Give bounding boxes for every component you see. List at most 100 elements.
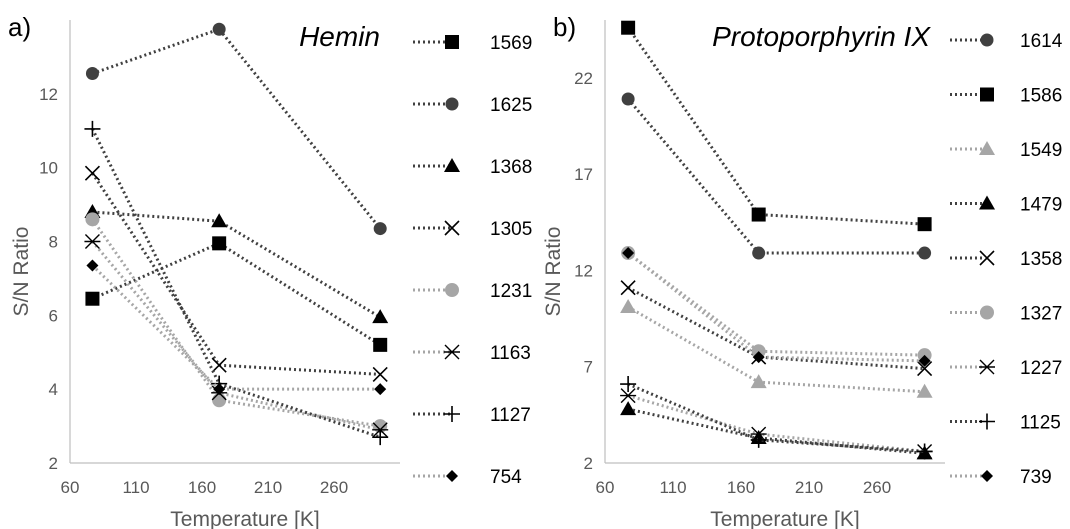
y-tick-label: 10 xyxy=(39,159,58,178)
data-point xyxy=(752,351,765,364)
data-point xyxy=(620,298,637,313)
series-1586 xyxy=(621,20,932,232)
legend-entry: 1305 xyxy=(413,219,532,240)
series-1327 xyxy=(621,246,932,363)
x-tick-label: 160 xyxy=(727,478,755,497)
legend-label: 1569 xyxy=(490,33,532,54)
x-tick-label: 60 xyxy=(61,478,80,497)
data-point xyxy=(751,207,766,222)
legend-entry: 1549 xyxy=(950,140,1062,161)
series-line xyxy=(627,286,925,371)
y-tick-label: 2 xyxy=(49,454,58,473)
data-point xyxy=(917,361,933,377)
series-line xyxy=(626,97,925,255)
legend-entry: 1614 xyxy=(950,31,1063,52)
y-tick-label: 7 xyxy=(584,358,593,377)
legend-entry: 1127 xyxy=(413,405,531,426)
series-line xyxy=(91,27,382,230)
legend-entry: 1586 xyxy=(950,86,1062,107)
x-axis-title: Temperature [K] xyxy=(710,508,859,529)
data-point xyxy=(86,259,99,272)
legend-entry: 1569 xyxy=(413,33,532,54)
legend-entry: 1358 xyxy=(950,249,1062,270)
legend-marker xyxy=(444,220,460,236)
y-tick-label: 6 xyxy=(49,306,58,325)
x-tick-label: 260 xyxy=(863,478,891,497)
series-1163 xyxy=(84,234,389,438)
data-point xyxy=(373,222,387,236)
legend-marker xyxy=(979,413,995,430)
series-line xyxy=(627,251,925,363)
panel-label: a) xyxy=(8,12,31,42)
series-line xyxy=(92,210,381,319)
y-tick-label: 17 xyxy=(574,165,593,184)
series-1305 xyxy=(84,165,388,382)
series-line xyxy=(91,241,381,347)
legend-entry: 754 xyxy=(413,467,522,488)
legend-marker xyxy=(979,359,995,375)
x-tick-label: 210 xyxy=(254,478,282,497)
series-1358 xyxy=(620,280,933,377)
legend-label: 754 xyxy=(490,467,522,488)
legend-marker xyxy=(445,283,459,297)
data-point xyxy=(918,246,932,260)
data-point xyxy=(750,374,767,389)
data-point xyxy=(372,366,388,382)
legend-marker xyxy=(980,87,994,102)
y-tick-label: 4 xyxy=(49,380,58,399)
data-point xyxy=(620,280,636,296)
y-tick-label: 8 xyxy=(49,233,58,252)
legend-marker xyxy=(981,470,993,482)
data-point xyxy=(212,236,227,251)
series-1614 xyxy=(621,92,932,260)
legend-marker xyxy=(445,97,459,111)
data-point xyxy=(621,92,635,106)
legend-entry: 1625 xyxy=(413,95,532,116)
data-point xyxy=(752,246,766,260)
legend-label: 1327 xyxy=(1020,304,1062,325)
series-line xyxy=(91,218,381,428)
legend-marker xyxy=(979,250,995,266)
series-1569 xyxy=(85,236,388,352)
y-tick-label: 12 xyxy=(574,261,593,280)
data-point xyxy=(85,291,100,306)
legend-label: 1614 xyxy=(1020,31,1063,52)
data-point xyxy=(213,383,226,396)
series-1368 xyxy=(84,203,389,324)
legend-label: 739 xyxy=(1020,467,1052,488)
x-tick-label: 210 xyxy=(795,478,823,497)
data-point xyxy=(917,217,932,232)
data-point xyxy=(372,429,389,446)
data-point xyxy=(373,337,388,352)
legend-label: 1231 xyxy=(490,281,532,302)
legend-label: 1479 xyxy=(1020,195,1062,216)
legend-marker xyxy=(980,33,994,47)
legend-marker xyxy=(445,35,459,49)
series-1549 xyxy=(620,298,933,398)
y-axis-title: S/N Ratio xyxy=(542,227,565,317)
chart-title: Protoporphyrin IX xyxy=(712,21,931,52)
legend-entry: 1479 xyxy=(950,195,1062,216)
data-point xyxy=(620,401,637,416)
series-1479 xyxy=(620,401,933,460)
legend-label: 1163 xyxy=(490,343,531,364)
legend-marker xyxy=(979,195,995,210)
data-point xyxy=(372,309,389,324)
y-tick-label: 2 xyxy=(584,454,593,473)
x-tick-label: 160 xyxy=(188,478,216,497)
legend-marker xyxy=(444,344,460,360)
legend-label: 1586 xyxy=(1020,86,1062,107)
legend-label: 1625 xyxy=(490,95,532,116)
chart-panel-2: 60 110 160 210 260 2 7 12 17 22 Temperature [K] S/N… xyxy=(542,12,1063,529)
data-point xyxy=(84,234,101,249)
data-point xyxy=(211,213,228,228)
legend-marker xyxy=(446,470,458,482)
y-axis-title: S/N Ratio xyxy=(10,227,33,317)
legend-entry: 1163 xyxy=(413,343,531,364)
legend-label: 1549 xyxy=(1020,140,1062,161)
series-739 xyxy=(622,247,931,367)
data-point xyxy=(620,376,637,393)
legend-entry: 739 xyxy=(950,467,1052,488)
data-point xyxy=(211,357,227,373)
